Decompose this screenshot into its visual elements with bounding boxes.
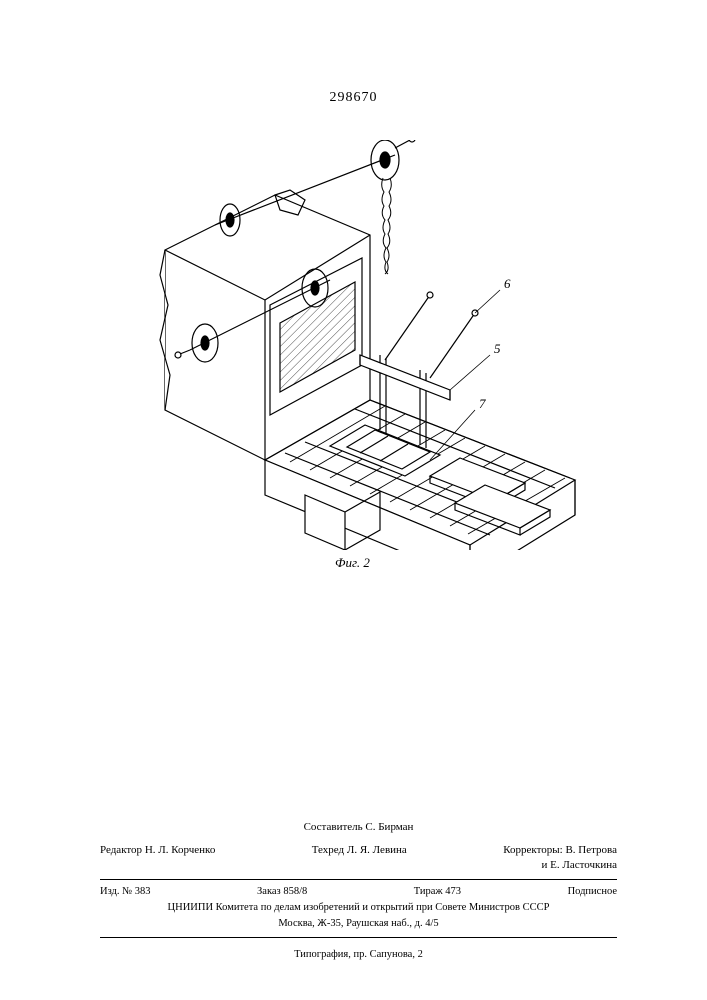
divider [100,879,617,880]
editor-name: Н. Л. Корченко [145,844,216,856]
podpisnoe: Подписное [568,885,617,899]
imprint-block: Составитель С. Бирман Редактор Н. Л. Кор… [100,820,617,962]
techred-name: Л. Я. Левина [347,844,407,856]
callout-6: 6 [504,276,511,291]
corrector-join: и [542,859,548,871]
tirazh: Тираж 473 [414,885,461,899]
callout-7: 7 [479,396,486,411]
editor-label: Редактор [100,844,142,856]
patent-number: 298670 [330,90,378,106]
callout-5: 5 [494,341,501,356]
figure-2: 6 5 7 [130,140,580,550]
corrector-2: Е. Ласточкина [550,859,617,871]
techred-label: Техред [312,844,344,856]
corrector-1: В. Петрова [565,844,617,856]
figure-caption: Фиг. 2 [335,555,370,571]
izd-number: Изд. № 383 [100,885,151,899]
correctors-label: Корректоры: [503,844,562,856]
divider-2 [100,937,617,938]
zakaz-number: Заказ 858/8 [257,885,307,899]
compiler-label: Составитель [304,821,363,833]
institute-line-2: Москва, Ж-35, Раушская наб., д. 4/5 [100,917,617,931]
typography-line: Типография, пр. Сапунова, 2 [100,948,617,962]
institute-line-1: ЦНИИПИ Комитета по делам изобретений и о… [100,901,617,915]
compiler-name: С. Бирман [365,821,413,833]
